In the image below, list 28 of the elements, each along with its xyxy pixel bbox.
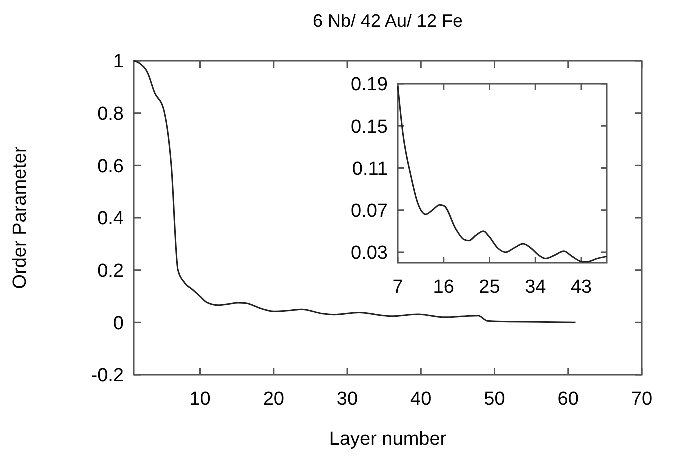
y-tick-label: 0.19 (351, 74, 388, 96)
y-tick-label: -0.2 (91, 366, 124, 387)
chart-title: 6 Nb/ 42 Au/ 12 Fe (312, 11, 464, 31)
x-tick-label: 40 (410, 389, 432, 410)
x-tick-label: 60 (558, 389, 579, 410)
y-tick-label: 1 (113, 52, 124, 73)
y-tick-label: 0.03 (351, 243, 388, 264)
y-axis-title: Order Parameter (10, 146, 31, 290)
x-tick-label: 30 (336, 389, 358, 410)
x-tick-label: 7 (392, 277, 404, 298)
x-tick-label: 50 (484, 389, 506, 410)
y-tick-label: 0.6 (98, 156, 124, 178)
y-tick-label: 0.07 (351, 201, 388, 222)
x-tick-label: 70 (631, 389, 653, 410)
x-tick-label: 25 (479, 277, 500, 298)
y-tick-label: 0.11 (352, 158, 388, 180)
line-series (397, 85, 608, 263)
x-tick-label: 16 (433, 277, 454, 298)
x-tick-label: 34 (525, 277, 547, 298)
x-tick-label: 43 (570, 277, 592, 298)
x-axis-title: Layer number (329, 429, 448, 450)
y-tick-label: 0.15 (351, 116, 388, 138)
x-tick-label: 10 (190, 389, 211, 410)
y-tick-label: 0.2 (98, 260, 124, 282)
y-tick-label: 0 (113, 313, 124, 334)
y-tick-label: 0.4 (98, 208, 124, 230)
y-tick-label: 0.8 (98, 104, 124, 125)
x-tick-label: 20 (263, 389, 284, 410)
